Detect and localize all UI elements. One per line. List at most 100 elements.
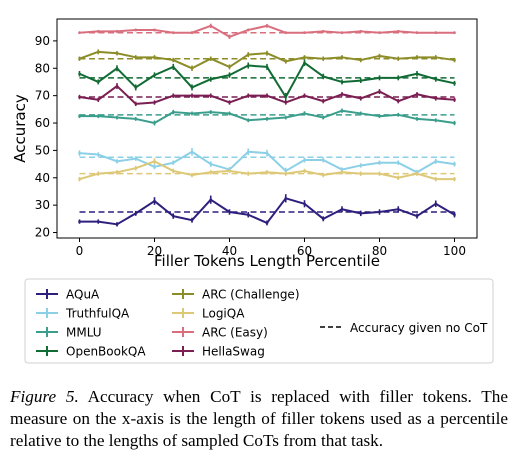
- y-tick-label: 70: [35, 89, 50, 103]
- data-point: [453, 121, 456, 125]
- data-point: [321, 75, 325, 78]
- data-point: [228, 210, 231, 214]
- data-point: [303, 169, 306, 173]
- data-point: [171, 58, 175, 62]
- data-point: [134, 28, 138, 32]
- y-tick-label: 90: [35, 34, 50, 48]
- data-point: [453, 98, 456, 102]
- plot-area: 0 20 40 60 80 100 20 30 40 50 60 70 80 90 Filler Tok…: [11, 18, 478, 270]
- data-point: [434, 160, 438, 163]
- data-point: [415, 117, 419, 121]
- data-point: [359, 172, 363, 175]
- data-point: [284, 31, 288, 34]
- data-point: [303, 158, 306, 162]
- data-point: [134, 166, 138, 170]
- y-tick-label: 80: [35, 61, 50, 75]
- data-point: [209, 171, 213, 174]
- series-openbookqa: [78, 59, 456, 102]
- data-point: [153, 56, 156, 59]
- x-axis-ticks: 0 20 40 60 80 100: [76, 238, 466, 258]
- legend-frame: [24, 278, 494, 364]
- legend: AQuA TruthfulQA MMLU OpenBookQA ARC (Challen…: [24, 278, 494, 364]
- data-point: [153, 160, 156, 163]
- data-point: [340, 56, 344, 59]
- data-point: [359, 212, 363, 215]
- data-point: [265, 171, 269, 174]
- data-point: [265, 151, 269, 155]
- x-tick-label: 20: [147, 244, 162, 258]
- data-point: [246, 172, 250, 175]
- caption-text: Accuracy when CoT is replaced with fille…: [10, 387, 508, 450]
- data-point: [396, 57, 400, 60]
- data-point: [265, 24, 269, 28]
- data-point: [434, 77, 438, 81]
- data-point: [284, 95, 288, 99]
- data-point: [284, 101, 288, 104]
- data-point: [415, 172, 419, 175]
- data-point: [321, 158, 325, 162]
- data-point: [434, 202, 438, 206]
- x-tick-label: 0: [76, 244, 84, 258]
- data-point: [378, 90, 381, 93]
- data-point: [303, 56, 306, 59]
- data-point: [321, 173, 325, 177]
- legend-item-aqua: AQuA: [36, 288, 100, 302]
- data-point: [246, 150, 250, 154]
- data-point: [78, 220, 81, 223]
- data-point: [96, 172, 100, 175]
- data-point: [115, 30, 119, 33]
- legend-baseline-label: Accuracy given no CoT: [350, 321, 488, 335]
- data-point: [228, 73, 231, 77]
- data-point: [434, 177, 438, 181]
- series-arc-easy: [78, 23, 456, 39]
- data-point: [415, 31, 419, 34]
- data-point: [209, 162, 213, 166]
- data-point: [115, 223, 119, 226]
- series-aqua: [78, 194, 456, 227]
- data-point: [134, 117, 138, 121]
- data-point: [396, 176, 400, 180]
- legend-label: ARC (Challenge): [202, 288, 300, 302]
- data-point: [396, 161, 400, 165]
- data-point: [153, 121, 156, 125]
- data-point: [415, 214, 419, 218]
- data-point: [190, 66, 194, 70]
- data-point: [340, 92, 344, 96]
- data-point: [190, 31, 194, 34]
- legend-item-hellaswag: HellaSwag: [172, 345, 265, 359]
- data-point: [246, 118, 250, 122]
- data-point: [396, 207, 400, 211]
- data-point: [453, 31, 456, 34]
- series-line-mmlu: [79, 109, 455, 125]
- series-lines: [78, 23, 456, 227]
- data-point: [171, 169, 175, 173]
- data-point: [190, 112, 194, 115]
- figure-caption: Figure 5. Accuracy when CoT is replaced …: [10, 386, 508, 452]
- data-point: [209, 110, 213, 114]
- legend-items: AQuA TruthfulQA MMLU OpenBookQA ARC (Challen…: [36, 288, 300, 359]
- data-point: [115, 84, 119, 88]
- data-point: [321, 217, 325, 221]
- data-point: [78, 31, 81, 34]
- y-tick-label: 20: [35, 226, 50, 240]
- data-point: [396, 30, 400, 33]
- y-axis-label: Accuracy: [11, 94, 29, 163]
- data-point: [78, 114, 81, 118]
- data-point: [115, 160, 119, 163]
- data-point: [321, 57, 325, 60]
- series-arc-challenge: [78, 49, 456, 72]
- data-point: [190, 94, 194, 97]
- data-point: [246, 94, 250, 97]
- data-point: [321, 116, 325, 119]
- caption-lead: Figure 5.: [10, 387, 79, 406]
- data-point: [246, 53, 250, 56]
- data-point: [359, 30, 363, 33]
- y-tick-label: 30: [35, 198, 50, 212]
- data-point: [134, 157, 138, 160]
- legend-item-mmlu: MMLU: [36, 326, 102, 340]
- data-point: [134, 86, 138, 89]
- data-point: [284, 60, 288, 63]
- data-point: [434, 56, 438, 59]
- plot-frame: [56, 18, 478, 239]
